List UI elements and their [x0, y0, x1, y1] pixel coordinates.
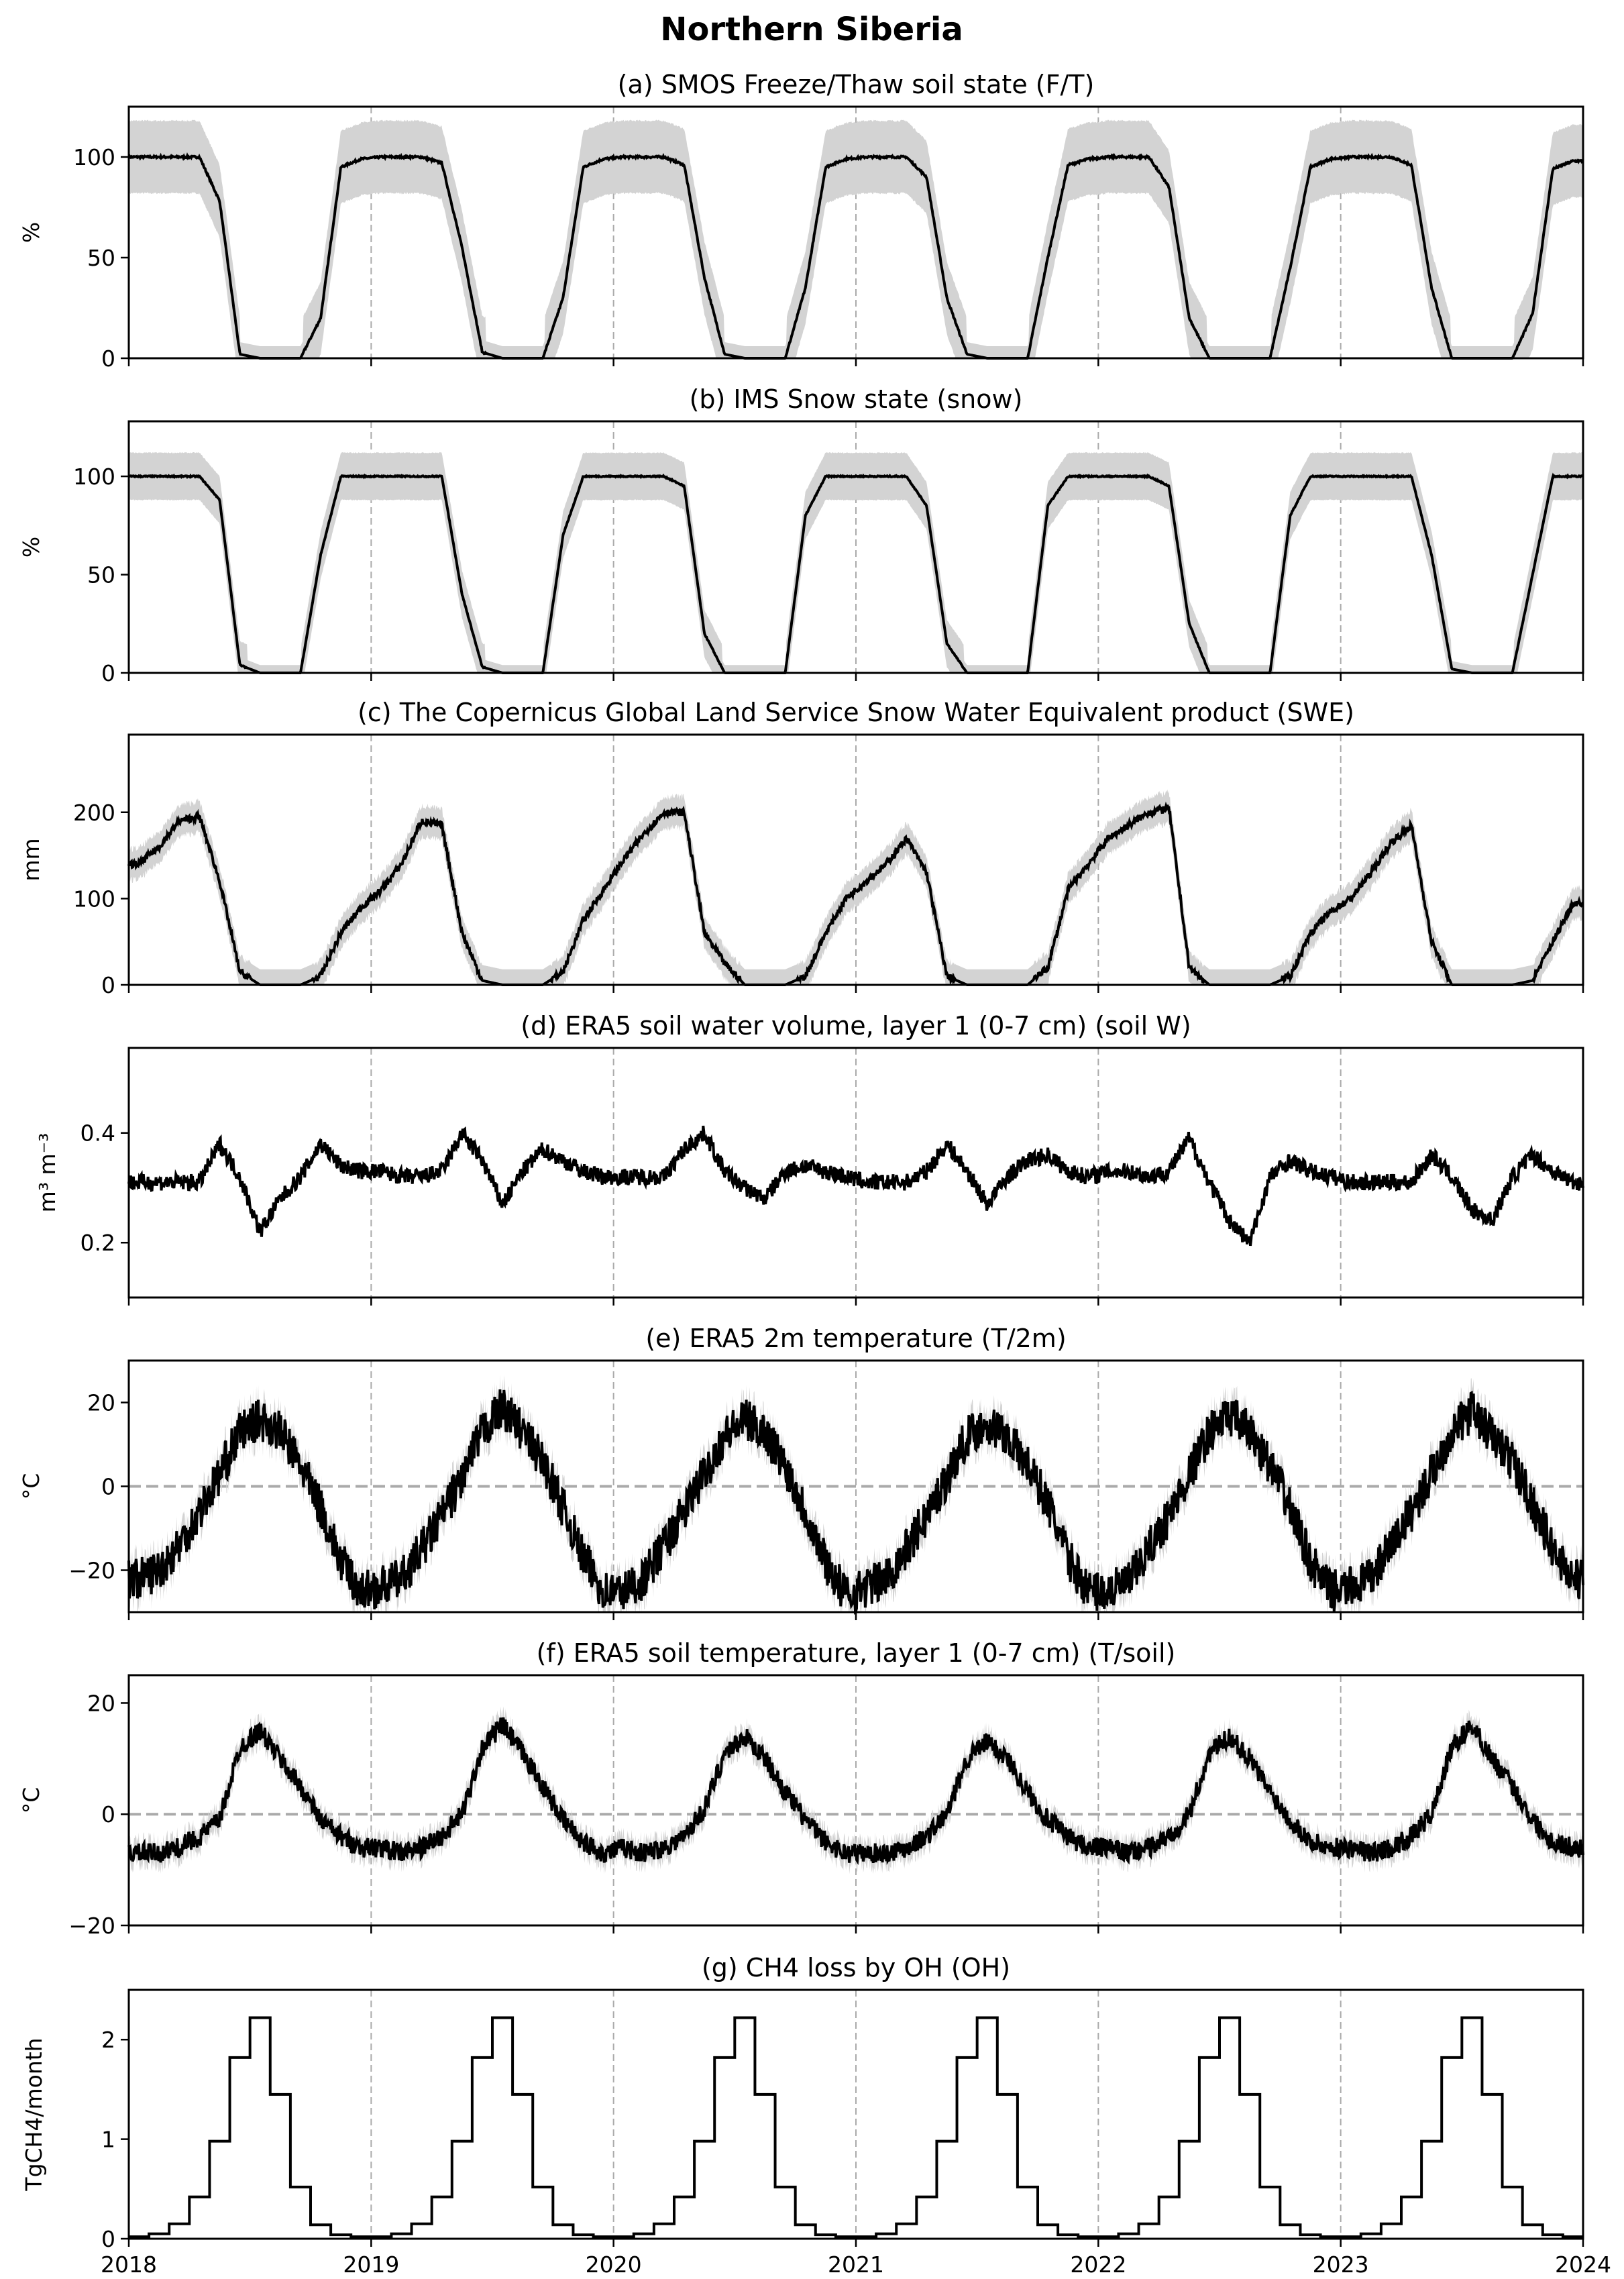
- y-tick-label: 0: [101, 346, 115, 372]
- x-tick-label: 2021: [828, 2251, 884, 2278]
- panel-d: (d) ERA5 soil water volume, layer 1 (0-7…: [34, 1011, 1584, 1306]
- panel-f: (f) ERA5 soil temperature, layer 1 (0-7 …: [18, 1638, 1584, 1939]
- figure-title: Northern Siberia: [660, 11, 963, 48]
- y-axis-label: °C: [18, 1473, 44, 1500]
- series-line: [127, 152, 1584, 360]
- y-axis-label: m³ m⁻³: [34, 1133, 60, 1213]
- panel-title: (c) The Copernicus Global Land Service S…: [358, 698, 1354, 727]
- y-tick-label: 0.2: [80, 1230, 115, 1256]
- series-line: [127, 472, 1584, 674]
- y-tick-label: 20: [87, 1390, 115, 1416]
- x-tick-label: 2022: [1070, 2251, 1126, 2278]
- y-tick-label: 20: [87, 1690, 115, 1716]
- panel-a: (a) SMOS Freeze/Thaw soil state (F/T)% 0 5…: [18, 70, 1584, 372]
- panel-title: (d) ERA5 soil water volume, layer 1 (0-7…: [521, 1011, 1191, 1041]
- x-tick-label: 2018: [101, 2251, 157, 2278]
- y-tick-label: 100: [73, 886, 115, 912]
- panel-b: (b) IMS Snow state (snow)% 0 50 100: [18, 384, 1584, 686]
- y-axis-label: °C: [18, 1787, 44, 1814]
- y-tick-label: 1: [101, 2127, 115, 2153]
- uncertainty-band: [129, 452, 1583, 673]
- panel-c: (c) The Copernicus Global Land Service S…: [18, 698, 1584, 998]
- y-tick-label: 50: [87, 245, 115, 271]
- series-line: [127, 1125, 1584, 1247]
- x-tick-label: 2024: [1555, 2251, 1611, 2278]
- y-tick-label: 2: [101, 2027, 115, 2053]
- y-tick-label: 0.4: [80, 1120, 115, 1147]
- panel-title: (e) ERA5 2m temperature (T/2m): [645, 1324, 1066, 1353]
- y-tick-label: 0: [101, 1474, 115, 1500]
- y-tick-label: 100: [73, 464, 115, 490]
- series-line: [127, 801, 1584, 986]
- y-tick-label: −20: [68, 1558, 115, 1584]
- y-tick-label: 0: [101, 2226, 115, 2252]
- y-axis-label: TgCH4/month: [21, 2037, 47, 2191]
- series-line: [127, 1389, 1584, 1615]
- y-tick-label: 0: [101, 1801, 115, 1827]
- y-axis-label: %: [18, 537, 44, 558]
- y-axis-label: mm: [18, 838, 44, 881]
- panel-title: (b) IMS Snow state (snow): [690, 384, 1023, 414]
- series-line: [127, 1717, 1584, 1866]
- x-tick-label: 2019: [343, 2251, 399, 2278]
- panel-title: (f) ERA5 soil temperature, layer 1 (0-7 …: [537, 1638, 1176, 1668]
- series-line: [129, 2016, 1583, 2239]
- y-tick-label: 50: [87, 562, 115, 588]
- y-tick-label: −20: [68, 1913, 115, 1939]
- y-tick-label: 100: [73, 144, 115, 170]
- x-tick-label: 2020: [586, 2251, 642, 2278]
- uncertainty-band: [129, 119, 1583, 358]
- panel-g: (g) CH4 loss by OH (OH) TgCH4/month 0 1 2 201…: [21, 1953, 1611, 2278]
- panel-title: (a) SMOS Freeze/Thaw soil state (F/T): [618, 70, 1095, 99]
- y-tick-label: 0: [101, 660, 115, 686]
- y-tick-label: 0: [101, 972, 115, 998]
- x-tick-label: 2023: [1313, 2251, 1369, 2278]
- panel-e: (e) ERA5 2m temperature (T/2m) °C −20 0 20: [18, 1324, 1584, 1620]
- y-axis-label: %: [18, 222, 44, 243]
- uncertainty-band: [129, 789, 1583, 985]
- y-tick-label: 200: [73, 800, 115, 826]
- panel-title: (g) CH4 loss by OH (OH): [702, 1953, 1010, 1982]
